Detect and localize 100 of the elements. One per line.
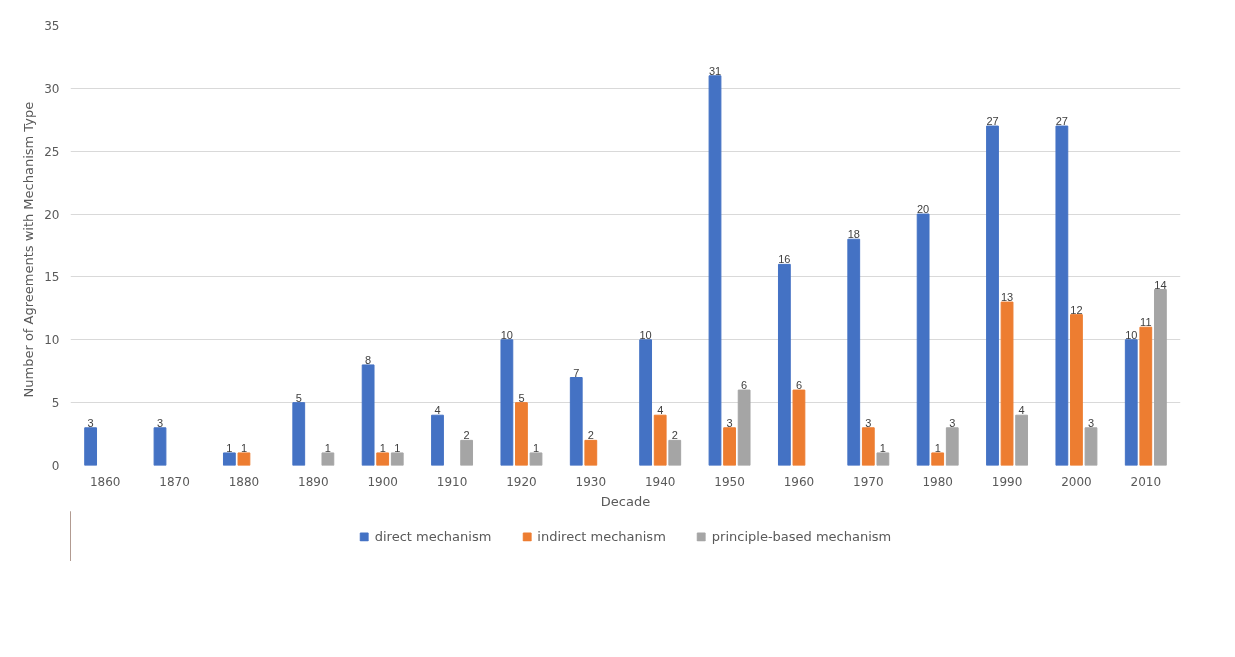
bar <box>723 427 736 466</box>
data-label: 10 <box>1125 328 1138 341</box>
data-label: 1 <box>934 441 941 454</box>
x-tick-label: 1870 <box>159 474 190 489</box>
bar <box>737 389 751 466</box>
y-tick-label: 15 <box>44 270 60 285</box>
x-tick-label: 1930 <box>575 474 607 489</box>
x-tick-label: 1910 <box>436 474 468 489</box>
data-label: 5 <box>295 391 302 404</box>
y-tick-label: 0 <box>51 459 60 473</box>
bar <box>460 439 474 466</box>
data-label: 6 <box>795 379 802 392</box>
bar <box>777 263 791 466</box>
bar <box>931 452 945 466</box>
legend-label: principle-based mechanism <box>711 528 892 544</box>
data-label: 3 <box>87 416 94 429</box>
data-label: 1 <box>394 441 401 454</box>
data-label: 10 <box>500 328 513 341</box>
bar <box>84 427 98 466</box>
bar <box>1000 301 1014 466</box>
bar <box>986 125 999 466</box>
x-tick-label: 1980 <box>922 474 953 489</box>
bar <box>708 75 722 466</box>
data-label: 1 <box>379 441 386 454</box>
x-tick-label: 1920 <box>506 474 537 489</box>
y-tick-label: 5 <box>51 396 60 411</box>
data-label: 20 <box>917 203 930 216</box>
bar <box>876 452 890 466</box>
data-label: 6 <box>741 379 748 392</box>
data-label: 2 <box>463 429 470 442</box>
x-tick-label: 2010 <box>1130 474 1162 489</box>
data-label: 3 <box>1087 416 1095 429</box>
data-label: 8 <box>365 353 372 366</box>
bar <box>292 402 306 466</box>
bar <box>847 238 861 466</box>
x-tick-label: 1940 <box>644 474 676 489</box>
data-label: 1 <box>532 441 540 454</box>
data-label: 7 <box>573 366 580 379</box>
data-label: 18 <box>847 228 860 241</box>
bar <box>1055 125 1069 466</box>
data-label: 2 <box>671 429 678 442</box>
legend-label: indirect mechanism <box>537 528 666 544</box>
bar <box>569 377 583 466</box>
data-label: 3 <box>865 416 872 429</box>
data-label: 3 <box>156 416 164 429</box>
data-label: 4 <box>434 404 441 417</box>
y-tick-label: 35 <box>44 19 60 33</box>
x-tick-label: 1970 <box>853 474 884 489</box>
x-axis-title: Decade <box>600 493 651 509</box>
bar <box>222 452 236 466</box>
bar <box>529 452 543 466</box>
bar <box>945 427 959 466</box>
x-tick-label: 1990 <box>991 474 1023 489</box>
y-tick-label: 10 <box>44 333 60 348</box>
data-label: 5 <box>518 391 525 404</box>
bar <box>639 339 653 466</box>
data-label: 12 <box>1070 303 1083 316</box>
bar <box>376 452 390 466</box>
y-tick-label: 20 <box>44 207 60 222</box>
x-tick-label: 2000 <box>1061 474 1092 489</box>
data-label: 16 <box>778 253 791 266</box>
data-label: 13 <box>1000 291 1014 304</box>
bar <box>792 389 806 466</box>
y-axis-title: Number of Agreements with Mechanism Type <box>21 101 37 398</box>
bar <box>1015 414 1029 466</box>
bar <box>321 452 335 466</box>
data-label: 4 <box>657 404 664 417</box>
data-label: 31 <box>708 64 722 77</box>
data-label: 3 <box>726 416 733 429</box>
bar <box>1070 314 1083 466</box>
x-tick-label: 1960 <box>783 474 815 489</box>
bar <box>653 414 667 466</box>
data-label: 1 <box>879 441 886 454</box>
bar <box>668 439 682 466</box>
bar <box>153 427 167 466</box>
bar <box>1124 339 1138 466</box>
data-label: 3 <box>949 416 956 429</box>
data-label: 1 <box>324 441 331 454</box>
data-label: 4 <box>1018 404 1025 417</box>
bar <box>1153 289 1167 466</box>
bar <box>237 452 251 466</box>
data-label: 27 <box>1055 115 1068 128</box>
data-label: 11 <box>1140 316 1152 329</box>
data-label: 1 <box>240 441 247 454</box>
data-label: 10 <box>639 328 652 341</box>
bar <box>500 339 514 466</box>
bar <box>861 427 875 466</box>
bar <box>431 414 444 466</box>
x-tick-label: 1900 <box>367 474 398 489</box>
x-tick-label: 1950 <box>714 474 745 489</box>
x-tick-label: 1880 <box>228 474 260 489</box>
x-tick-label: 1860 <box>89 474 121 489</box>
bar <box>515 402 528 466</box>
bar <box>390 452 404 466</box>
y-tick-label: 25 <box>44 144 60 159</box>
bar <box>916 213 930 466</box>
y-tick-label: 30 <box>44 81 60 96</box>
legend-label: direct mechanism <box>374 528 492 544</box>
x-tick-label: 1890 <box>298 474 329 489</box>
data-label: 27 <box>986 115 999 128</box>
